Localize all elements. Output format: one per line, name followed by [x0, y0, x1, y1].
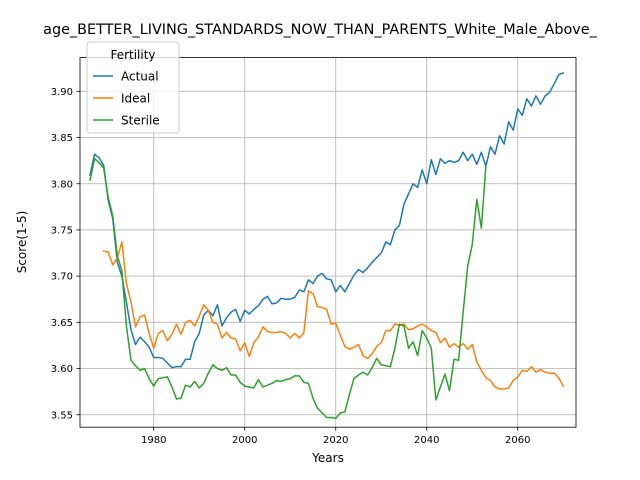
- legend-entries: Actual Ideal Sterile: [93, 69, 160, 127]
- legend: Fertility Actual Ideal Sterile: [86, 41, 180, 134]
- series-line-sterile: [89, 158, 487, 420]
- series-lines: [89, 71, 565, 420]
- x-tick-label: 2060: [505, 435, 530, 446]
- chart-title: age_BETTER_LIVING_STANDARDS_NOW_THAN_PAR…: [43, 22, 598, 38]
- x-tick-label: 2000: [232, 435, 257, 446]
- y-tick-label: 3.90: [51, 87, 73, 98]
- y-tick-label: 3.55: [51, 410, 73, 421]
- y-tick-label: 3.60: [51, 364, 73, 375]
- series-line-ideal: [102, 241, 565, 390]
- legend-label-ideal: Ideal: [121, 91, 150, 105]
- y-tick-label: 3.70: [51, 272, 73, 283]
- x-tick-label: 2040: [414, 435, 439, 446]
- legend-label-actual: Actual: [121, 69, 159, 83]
- y-tick-label: 3.80: [51, 179, 73, 190]
- y-tick-label: 3.85: [51, 133, 73, 144]
- y-tick-label: 3.75: [51, 226, 73, 237]
- grid: [80, 57, 576, 428]
- x-axis-label: Years: [311, 451, 344, 465]
- y-axis-label: Score(1-5): [15, 211, 29, 274]
- y-axis-ticks: 3.55 3.60 3.65 3.70 3.75 3.80 3.85 3.90: [51, 87, 80, 421]
- y-tick-label: 3.65: [51, 318, 73, 329]
- series-line-actual: [89, 71, 565, 369]
- x-axis-ticks: 1980 2000 2020 2040 2060: [141, 427, 530, 446]
- legend-box: [86, 41, 180, 134]
- plot-border: [79, 57, 577, 428]
- x-tick-label: 1980: [141, 435, 166, 446]
- legend-title: Fertility: [110, 48, 155, 62]
- legend-label-sterile: Sterile: [121, 113, 160, 127]
- x-tick-label: 2020: [323, 435, 348, 446]
